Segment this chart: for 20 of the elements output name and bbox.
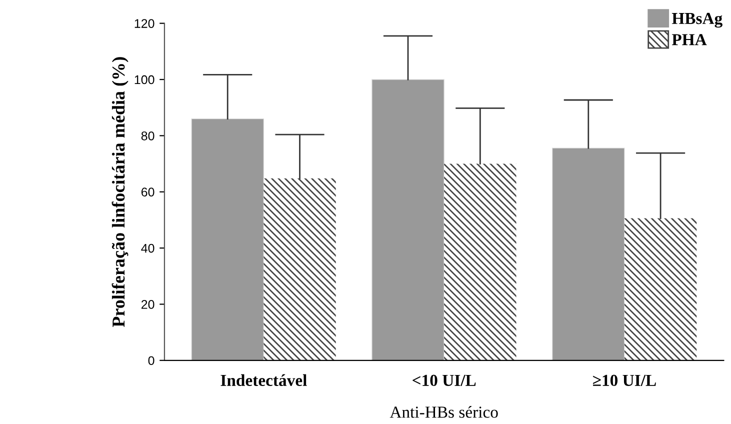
x-tick-label: Indetectável — [220, 374, 307, 386]
x-axis-title: Anti-HBs sérico — [390, 406, 498, 418]
y-tick-label: 40 — [141, 244, 154, 253]
y-tick-label: 20 — [141, 300, 154, 309]
legend-label: HBsAg — [672, 12, 722, 28]
bar — [372, 79, 444, 360]
y-tick-label: 80 — [141, 131, 154, 140]
legend-label: PHA — [672, 34, 707, 46]
y-tick-label: 60 — [141, 188, 154, 197]
y-tick-label: 120 — [134, 19, 154, 28]
bar — [624, 218, 697, 360]
bar — [191, 118, 264, 360]
y-tick-label: 100 — [134, 75, 154, 84]
y-tick-label: 0 — [148, 356, 154, 366]
x-tick-label: <10 UI/L — [412, 374, 476, 386]
bar — [552, 148, 625, 360]
bar — [444, 164, 516, 360]
y-axis-title: Proliferação linfocitária média (%) — [112, 57, 128, 328]
x-tick-label: ≥10 UI/L — [593, 374, 656, 386]
bar — [264, 178, 336, 360]
